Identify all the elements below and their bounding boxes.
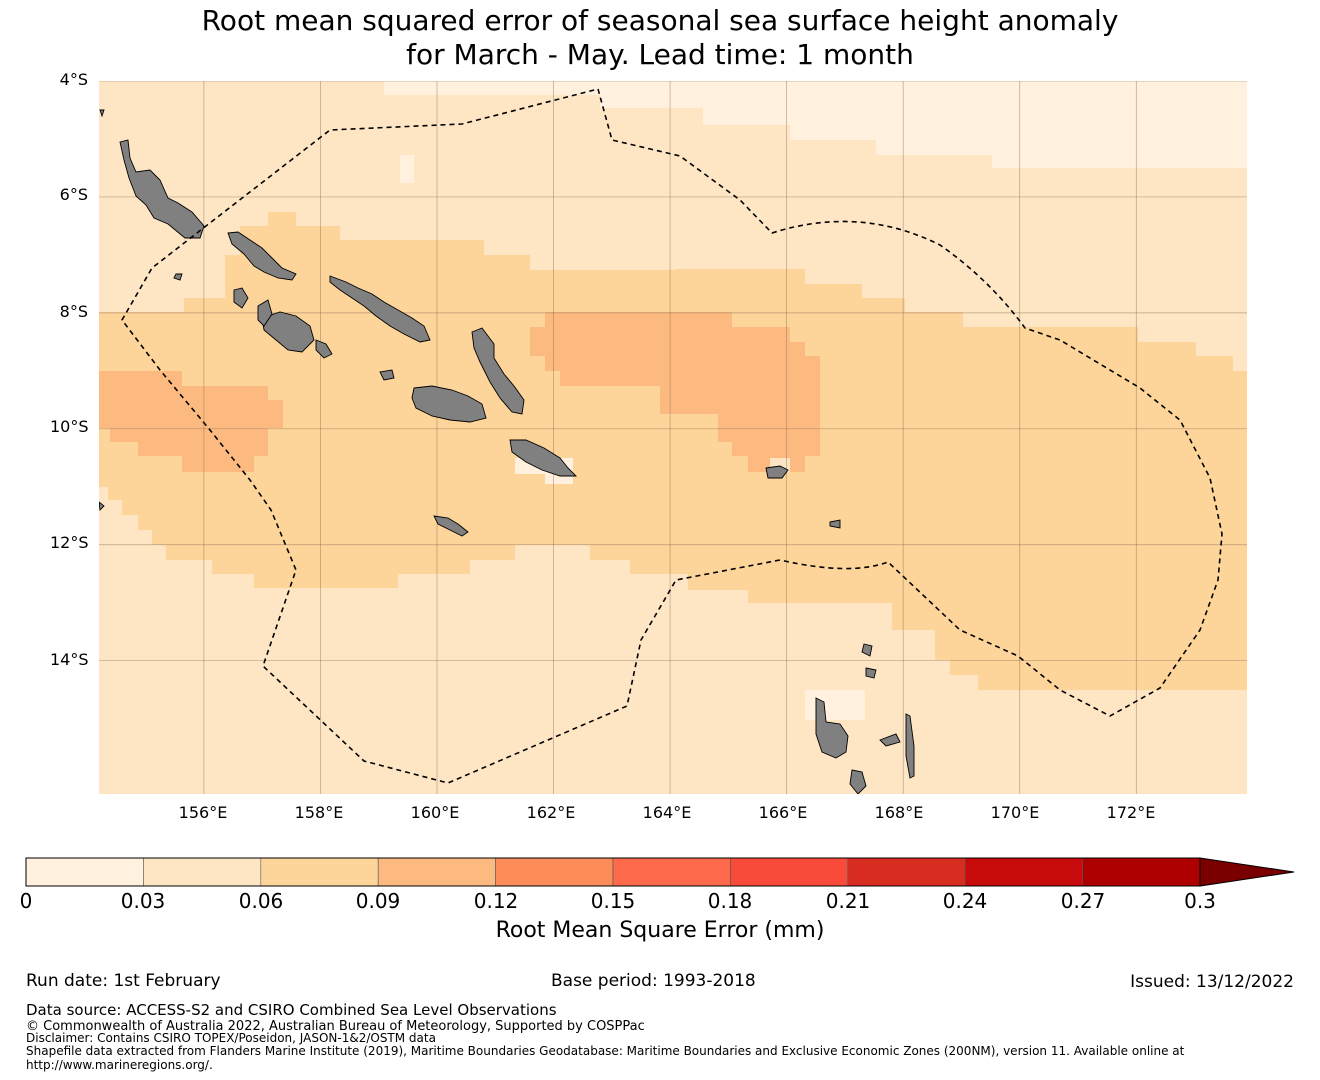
lon-label: 162°E (526, 803, 576, 822)
colorbar-frame (25, 857, 1201, 887)
lon-label: 172°E (1106, 803, 1156, 822)
lon-label: 156°E (178, 803, 228, 822)
colorbar-tick: 0.06 (238, 889, 284, 913)
island-makira (509, 439, 578, 477)
colorbar-tick: 0.15 (590, 889, 636, 913)
island-malaita (471, 327, 525, 415)
colorbar-tick: 0.18 (707, 889, 753, 913)
island-guadalcanal (411, 385, 487, 423)
island-malakula (849, 769, 867, 794)
rmse-field-high (530, 312, 820, 472)
shapefile-credit: Shapefile data extracted from Flanders M… (26, 1044, 1185, 1058)
colorbar-swatch (847, 857, 966, 887)
colorbar-swatch (495, 857, 614, 887)
lat-label: 8°S (59, 302, 88, 321)
colorbar-swatch (730, 857, 849, 887)
lon-label: 170°E (990, 803, 1040, 822)
rmse-field-low (805, 690, 865, 720)
island-rendova (315, 339, 333, 359)
lat-label: 14°S (50, 650, 89, 669)
colorbar-swatch (1082, 857, 1201, 887)
lon-label: 164°E (642, 803, 692, 822)
land-masses (99, 109, 915, 794)
colorbar-tick: 0.3 (1184, 889, 1216, 913)
rmse-field-low (384, 81, 1247, 168)
island-shortland (173, 273, 183, 281)
colorbar-tick: 0.03 (120, 889, 166, 913)
colorbar-tick: 0.09 (355, 889, 401, 913)
island-new-georgia (261, 311, 315, 353)
island-choiseul (227, 231, 297, 281)
eez-boundary (121, 88, 1223, 784)
lon-label: 168°E (874, 803, 924, 822)
island-rennell (433, 515, 469, 537)
colorbar-swatch (25, 857, 144, 887)
island-kolombangara (233, 287, 249, 309)
island-vanua-lava (861, 643, 873, 657)
island-buka (99, 109, 105, 118)
colorbar-label: Root Mean Square Error (mm) (495, 918, 825, 943)
colorbar-extend-triangle (1199, 857, 1295, 887)
disclaimer: Disclaimer: Contains CSIRO TOPEX/Poseido… (26, 1031, 436, 1045)
island-florida (379, 369, 395, 381)
colorbar-swatch (964, 857, 1083, 887)
lat-label: 6°S (59, 185, 88, 204)
lat-label: 4°S (59, 70, 88, 89)
island-gaua (865, 667, 877, 679)
colorbar-tick: 0.24 (942, 889, 988, 913)
colorbar-tick: 0.12 (473, 889, 519, 913)
issued-date: Issued: 13/12/2022 (1130, 972, 1294, 992)
colorbar-tick: 0 (19, 889, 33, 913)
lat-label: 12°S (50, 533, 89, 552)
island-bougainville (119, 139, 205, 239)
lon-label: 158°E (294, 803, 344, 822)
base-period: Base period: 1993-2018 (551, 971, 756, 991)
run-date: Run date: 1st February (26, 971, 221, 991)
rmse-field-mid (99, 212, 1247, 690)
lat-label: 10°S (50, 417, 89, 436)
island-pentecost (905, 713, 915, 779)
colorbar-tick: 0.27 (1060, 889, 1106, 913)
colorbar-tick: 0.21 (825, 889, 871, 913)
lon-label: 166°E (758, 803, 808, 822)
copyright: © Commonwealth of Australia 2022, Austra… (26, 1019, 645, 1034)
island-reef (829, 519, 841, 529)
island-west-tip (99, 501, 105, 511)
island-ndeni (765, 465, 789, 479)
island-vella-lavella (257, 299, 273, 327)
rmse-map (99, 81, 1247, 794)
lon-label: 160°E (410, 803, 460, 822)
island-santa-isabel (329, 275, 431, 343)
island-ambae (879, 733, 901, 747)
colorbar-swatch (612, 857, 731, 887)
island-espiritu-santo (815, 697, 849, 759)
chart-title-line1: Root mean squared error of seasonal sea … (201, 4, 1119, 37)
colorbar-swatch (260, 857, 379, 887)
rmse-field-high (99, 371, 283, 472)
marineregions-link[interactable]: http://www.marineregions.org/. (26, 1058, 213, 1072)
data-source: Data source: ACCESS-S2 and CSIRO Combine… (26, 1001, 557, 1019)
colorbar-swatch (377, 857, 496, 887)
colorbar-swatch (143, 857, 262, 887)
chart-title-line2: for March - May. Lead time: 1 month (406, 38, 914, 71)
rmse-field-low (400, 155, 414, 183)
